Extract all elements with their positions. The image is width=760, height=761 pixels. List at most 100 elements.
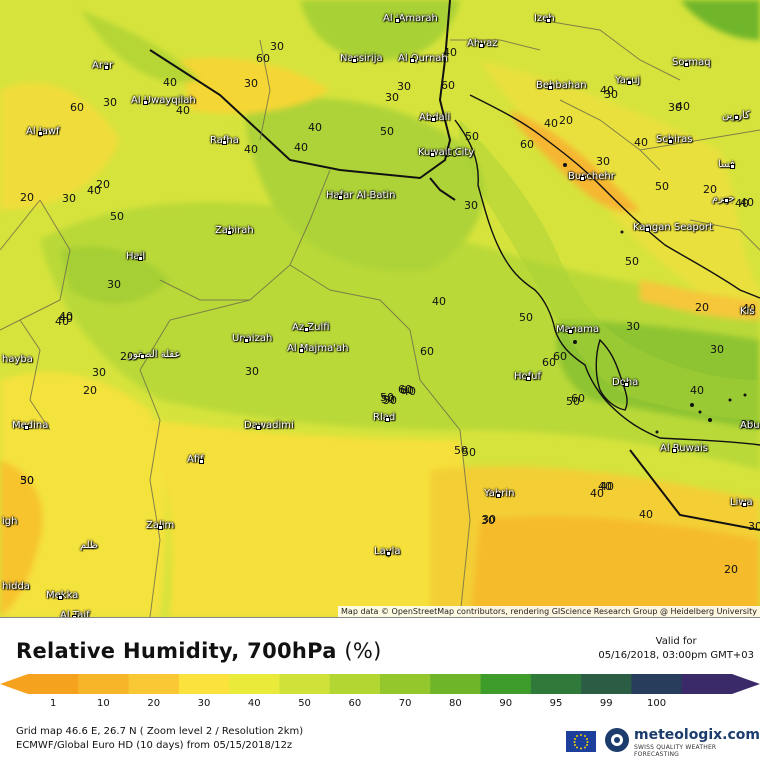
city-marker[interactable]: Al Uwayqilah	[131, 88, 196, 107]
city-label: Dawadimi	[244, 420, 294, 431]
city-marker[interactable]: Yabrin	[484, 481, 514, 500]
contour-value-label: 30	[668, 101, 682, 114]
meteologix-logo[interactable]: meteologix.com SWISS QUALITY WEATHER FOR…	[604, 727, 760, 758]
city-marker[interactable]: Nassirija	[340, 46, 383, 65]
city-marker[interactable]: Manama	[556, 317, 599, 336]
scale-tick-label: 40	[247, 698, 261, 709]
legend-panel: Relative Humidity, 700hPa (%) Valid for …	[0, 617, 760, 761]
contour-value-label: 40	[443, 46, 457, 59]
city-dot-icon	[684, 62, 689, 67]
scale-tick-label: 60	[348, 698, 362, 709]
scale-segment	[631, 674, 683, 694]
city-marker[interactable]: Rafha	[210, 128, 239, 147]
contour-value-label: 40	[634, 136, 648, 149]
city-marker[interactable]: Schiras	[656, 127, 692, 146]
city-marker[interactable]: Kangan Seaport	[633, 215, 713, 234]
city-marker[interactable]: Arar	[92, 53, 113, 72]
city-marker[interactable]: Yasuj	[615, 68, 640, 87]
city-marker[interactable]: Unaizah	[232, 326, 272, 345]
city-marker[interactable]: igh	[2, 509, 17, 528]
city-dot-icon	[730, 164, 735, 169]
city-dot-icon	[244, 338, 249, 343]
city-label: Liwa	[730, 497, 753, 508]
contour-value-label: 40	[294, 141, 308, 154]
city-marker[interactable]: Al Majma'ah	[287, 336, 348, 355]
city-marker[interactable]: Dawadimi	[244, 413, 294, 432]
contour-value-label: 20	[20, 191, 34, 204]
city-marker[interactable]: Al 'Amarah	[383, 6, 438, 25]
scale-segment	[28, 674, 79, 694]
city-marker[interactable]: Sormaq	[672, 50, 711, 69]
city-marker[interactable]: Buschehr	[568, 164, 615, 183]
title-unit: (%)	[344, 639, 382, 663]
city-label: ظلم	[80, 540, 98, 551]
map-attribution[interactable]: Map data © OpenStreetMap contributors, r…	[338, 606, 760, 617]
city-dot-icon	[568, 329, 573, 334]
scale-segment	[430, 674, 482, 694]
city-dot-icon	[410, 58, 415, 63]
city-marker[interactable]: Al Ruwais	[660, 436, 708, 455]
scale-tick-label: 95	[549, 698, 563, 709]
city-marker[interactable]: Doha	[612, 370, 638, 389]
city-marker[interactable]: Mekka	[46, 583, 78, 602]
contour-value-label: 30	[710, 343, 724, 356]
humidity-map[interactable]: 60 40 60 40 30 30 40 40 60 30 50 40 50 30 40 40 60 30 40 50…	[0, 0, 760, 617]
city-marker[interactable]: Zalim	[146, 513, 174, 532]
city-marker[interactable]: Al Jawf	[26, 119, 60, 138]
contour-value-label: 50	[380, 391, 394, 404]
city-marker[interactable]: Al Taif	[60, 603, 90, 617]
scale-segment	[581, 674, 632, 694]
city-marker[interactable]: ظلم	[80, 533, 98, 552]
city-marker[interactable]: Liwa	[730, 490, 753, 509]
contour-value-label: 30	[62, 192, 76, 205]
city-marker[interactable]: فسا	[718, 152, 735, 171]
valid-time-block: Valid for 05/16/2018, 03:00pm GMT+03	[598, 635, 754, 663]
contour-value-label: 40	[402, 385, 416, 398]
contour-value-label: 20	[703, 183, 717, 196]
contour-value-label: 30	[482, 513, 496, 526]
scale-tick-label: 100	[647, 698, 667, 709]
city-marker[interactable]: كارزين	[722, 103, 750, 122]
city-marker[interactable]: Abdali	[419, 105, 450, 124]
city-marker[interactable]: Zabirah	[215, 218, 254, 237]
city-dot-icon	[72, 615, 77, 617]
contour-value-label: 50	[454, 444, 468, 457]
city-marker[interactable]: Behbahan	[536, 73, 587, 92]
city-marker[interactable]: Abu	[740, 413, 760, 432]
city-dot-icon	[24, 425, 29, 430]
city-label: Arar	[92, 60, 114, 71]
contour-value-label: 30	[604, 88, 618, 101]
city-marker[interactable]: Rlad	[373, 405, 395, 424]
city-marker[interactable]: Medina	[12, 413, 48, 432]
city-label: Schiras	[656, 134, 693, 145]
city-label: Buschehr	[568, 171, 615, 182]
city-marker[interactable]: جهرم	[712, 186, 735, 205]
city-marker[interactable]: Layla	[374, 539, 401, 558]
contour-value-label: 30	[92, 366, 106, 379]
contour-value-label: 40	[690, 384, 704, 397]
city-marker[interactable]: Kuwait City	[418, 140, 474, 159]
contour-value-label: 30	[626, 320, 640, 333]
city-marker[interactable]: Hail	[126, 244, 145, 263]
city-marker[interactable]: عقلة الصقور	[128, 342, 180, 361]
city-marker[interactable]: Hofuf	[514, 364, 541, 383]
scale-tick-label: 30	[197, 698, 211, 709]
city-marker[interactable]: Izeh	[534, 6, 555, 25]
city-marker[interactable]: Ahvaz	[467, 31, 497, 50]
city-label: Afif	[187, 454, 204, 465]
scale-tick-label: 10	[97, 698, 110, 709]
city-marker[interactable]: hayba	[2, 347, 33, 366]
city-marker[interactable]: Hafar Al-Batin	[326, 183, 395, 202]
scale-left-arrow	[0, 674, 28, 694]
city-marker[interactable]: Kis	[740, 299, 755, 318]
city-label: Kangan Seaport	[633, 222, 713, 233]
city-marker[interactable]: hidda	[2, 574, 30, 593]
contour-value-label: 40	[59, 310, 73, 323]
city-marker[interactable]: Al Qurnah	[398, 46, 448, 65]
city-marker[interactable]: Az Zulfi	[292, 315, 330, 334]
contour-value-label: 40	[740, 196, 754, 209]
city-marker[interactable]: Afif	[187, 447, 204, 466]
scale-segment	[480, 674, 532, 694]
city-label: Rlad	[373, 412, 395, 423]
contour-value-label: 40	[590, 487, 604, 500]
